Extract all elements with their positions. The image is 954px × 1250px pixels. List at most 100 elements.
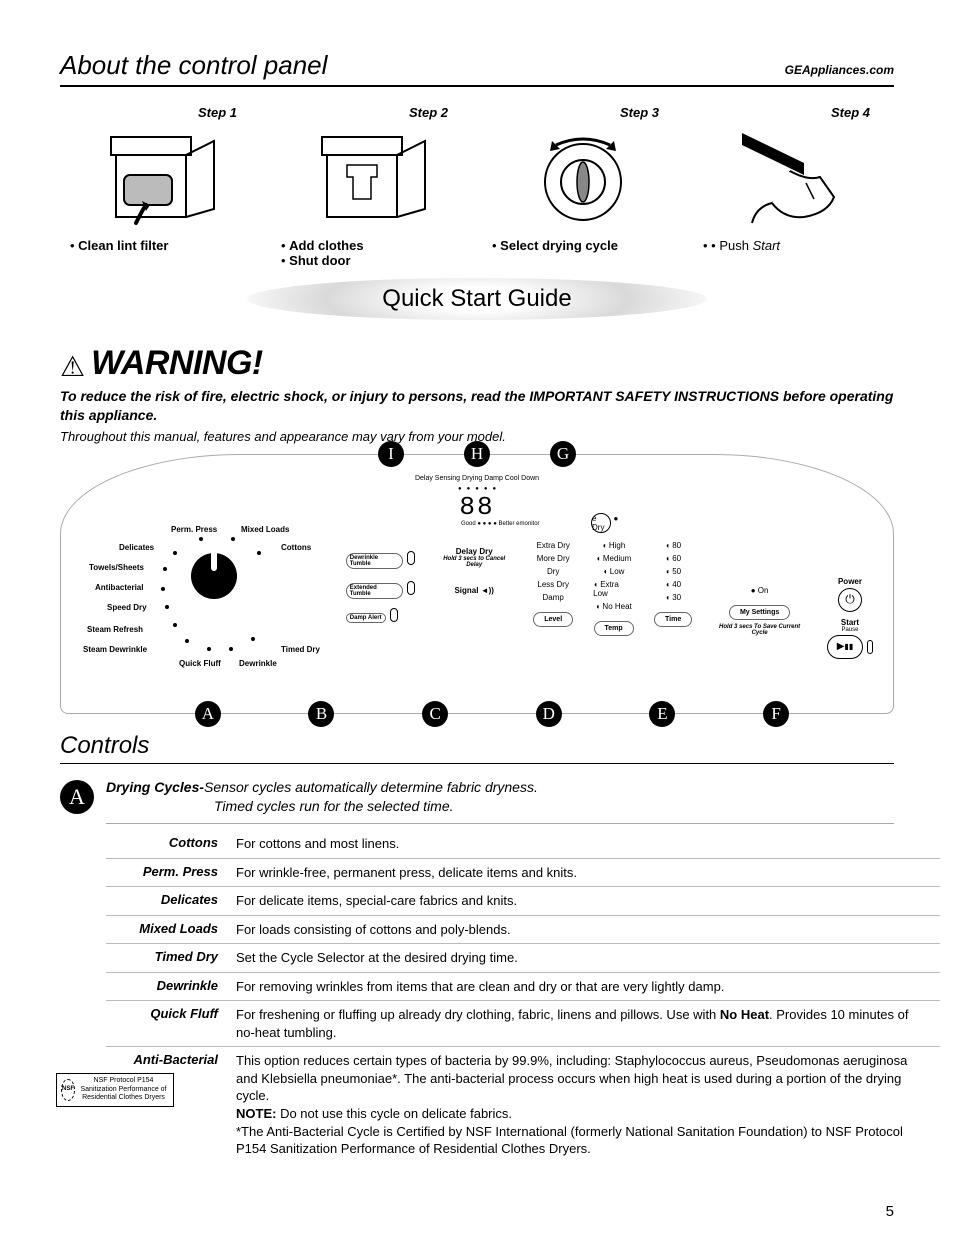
cycle-desc: Set the Cycle Selector at the desired dr… (236, 949, 940, 967)
dial-knob (191, 553, 237, 599)
warning-text: WARNING! (91, 344, 263, 383)
cycle-row: CottonsFor cottons and most linens. (106, 830, 940, 859)
dial-label: Dewrinkle (239, 659, 277, 668)
level-col: Extra Dry More Dry Dry Less Dry Damp Lev… (533, 541, 573, 636)
callout-f: F (763, 701, 789, 727)
dial-label: Speed Dry (107, 603, 147, 612)
emonitor-row: Good ● ● ● ● Better emonitor (461, 521, 540, 527)
step3-illustration (482, 122, 683, 232)
damp-alert-button: Damp Alert (346, 613, 386, 623)
step-2: Step 2 Add clothes Shut door (271, 105, 472, 268)
cycle-name: Perm. Press (106, 864, 236, 879)
step-caption: Add clothes Shut door (271, 238, 472, 268)
edry-indicator: e Dry ● (591, 513, 618, 533)
extended-tumble-button: Extended Tumble (346, 583, 403, 599)
cycle-row: Perm. PressFor wrinkle-free, permanent p… (106, 859, 940, 888)
caption-text: Add clothes (289, 238, 363, 253)
step4-illustration (693, 122, 894, 232)
intro-line1: Sensor cycles automatically determine fa… (204, 779, 538, 795)
page-number: 5 (60, 1203, 894, 1220)
mysettings-button: My Settings (729, 605, 790, 620)
controls-heading: Controls (60, 732, 894, 764)
caption-text: Clean lint filter (78, 238, 168, 253)
caption-text: • Push Start (711, 238, 780, 253)
settings-columns: Extra Dry More Dry Dry Less Dry Damp Lev… (533, 541, 807, 636)
callout-d: D (536, 701, 562, 727)
start-button: ▶▮▮ (827, 635, 863, 659)
signal-label: Signal ◄)) (454, 586, 493, 595)
callouts-top: I H G (61, 441, 893, 467)
callout-h: H (464, 441, 490, 467)
power-label: Power (827, 577, 873, 586)
power-start-area: Power ⏻ Start Pause ▶▮▮ (827, 577, 873, 661)
caption-text: Select drying cycle (500, 238, 618, 253)
dial-label: Mixed Loads (241, 525, 289, 534)
quick-start-steps: Step 1 Clean lint filter Step 2 (60, 105, 894, 268)
quick-start-banner: Quick Start Guide (247, 278, 707, 320)
cycles-table: CottonsFor cottons and most linens.Perm.… (106, 830, 940, 1163)
temp-col: ◖ High ◖ Medium ◖ Low ◖ Extra Low ◖ No H… (593, 541, 634, 636)
warning-heading: ⚠ WARNING! (60, 344, 894, 383)
cycle-row: Timed DrySet the Cycle Selector at the d… (106, 944, 940, 973)
callout-a: A (195, 701, 221, 727)
dial-label: Perm. Press (171, 525, 217, 534)
section-letter-a: A (60, 780, 94, 814)
mysettings-col: ● On My Settings Hold 3 secs To Save Cur… (712, 541, 807, 636)
cycle-desc: For loads consisting of cottons and poly… (236, 921, 940, 939)
warning-body: To reduce the risk of fire, electric sho… (60, 387, 894, 425)
step-caption: Clean lint filter (60, 238, 261, 253)
delay-dry-label: Delay Dry (435, 547, 513, 556)
cycle-row: Mixed LoadsFor loads consisting of cotto… (106, 916, 940, 945)
cycle-row: Anti-BacterialThis option reduces certai… (106, 1047, 940, 1162)
warning-icon: ⚠ (60, 350, 85, 383)
power-button: ⏻ (838, 588, 862, 612)
control-panel-diagram: I H G Delay Sensing Drying Damp Cool Dow… (60, 454, 894, 714)
cycle-name: Cottons (106, 835, 236, 850)
delay-signal-col: Delay Dry Hold 3 secs to Cancel Delay Si… (435, 547, 513, 595)
cycle-desc: For freshening or fluffing up already dr… (236, 1006, 940, 1041)
section-a-header: A Drying Cycles-Sensor cycles automatica… (60, 778, 894, 824)
cycle-name: Quick Fluff (106, 1006, 236, 1021)
cycle-row: DewrinkleFor removing wrinkles from item… (106, 973, 940, 1002)
callout-c: C (422, 701, 448, 727)
cycle-name: Dewrinkle (106, 978, 236, 993)
step-3: Step 3 Select drying cycle (482, 105, 683, 268)
cycle-desc: For wrinkle-free, permanent press, delic… (236, 864, 940, 882)
nsf-badge-icon: NSF (61, 1079, 75, 1101)
dial-label: Antibacterial (95, 583, 143, 592)
callout-g: G (550, 441, 576, 467)
cycle-name: Delicates (106, 892, 236, 907)
cycle-desc: This option reduces certain types of bac… (236, 1052, 940, 1157)
callout-e: E (649, 701, 675, 727)
dewrinkle-tumble-button: Dewrinkle Tumble (346, 553, 404, 569)
temp-button: Temp (594, 621, 634, 636)
cycle-name: Anti-Bacterial (106, 1052, 236, 1067)
level-button: Level (533, 612, 573, 627)
dial-label: Steam Refresh (87, 625, 143, 634)
callouts-bottom: A B C D E F (151, 701, 833, 727)
start-label: Start (841, 618, 859, 627)
step-4: Step 4 • Push Start (693, 105, 894, 268)
dial-label: Quick Fluff (179, 659, 221, 668)
cycle-row: DelicatesFor delicate items, special-car… (106, 887, 940, 916)
step-label: Step 2 (271, 105, 472, 120)
dial-label: Delicates (119, 543, 154, 552)
step-label: Step 4 (693, 105, 894, 120)
dial-label: Towels/Sheets (89, 563, 144, 572)
nsf-certification-box: NSFNSF Protocol P154 Sanitization Perfor… (56, 1073, 174, 1106)
step-caption: • Push Start (693, 238, 894, 253)
drying-cycles-intro: Drying Cycles-Sensor cycles automaticall… (106, 778, 894, 824)
dial-label: Cottons (281, 543, 311, 552)
time-button: Time (654, 612, 692, 627)
cycle-dial: Perm. Press Mixed Loads Cottons Delicate… (81, 497, 326, 687)
cycle-row: Quick FluffFor freshening or fluffing up… (106, 1001, 940, 1047)
brand-url: GEAppliances.com (785, 63, 894, 77)
step-caption: Select drying cycle (482, 238, 683, 253)
cycle-desc: For cottons and most linens. (236, 835, 940, 853)
intro-line2: Timed cycles run for the selected time. (214, 797, 454, 817)
step-label: Step 1 (60, 105, 261, 120)
cycle-desc: For removing wrinkles from items that ar… (236, 978, 940, 996)
delay-sub: Hold 3 secs to Cancel Delay (435, 556, 513, 568)
cycle-desc: For delicate items, special-care fabrics… (236, 892, 940, 910)
page-header: About the control panel GEAppliances.com (60, 50, 894, 87)
